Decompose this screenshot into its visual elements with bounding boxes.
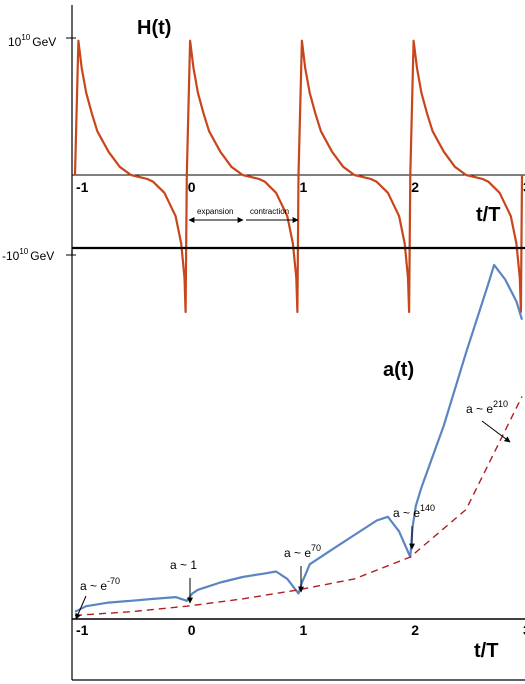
expansion-label: expansion xyxy=(197,207,233,216)
scale-factor-trend-line xyxy=(74,396,523,617)
scale-annotation: a ~ e210 xyxy=(466,399,511,443)
top-x-tick-label: 0 xyxy=(188,179,196,195)
bottom-x-axis-label: t/T xyxy=(474,640,498,662)
top-x-tick-labels: -1 0 1 2 3 xyxy=(76,179,525,195)
top-series-group xyxy=(73,39,524,314)
bottom-x-tick-label: 1 xyxy=(300,622,308,638)
top-x-axis-label: t/T xyxy=(476,204,500,226)
scale-annotation: a ~ e-70 xyxy=(75,576,120,620)
phase-annotation: expansion contraction xyxy=(188,207,299,223)
bottom-x-tick-labels: -1 0 1 2 3 xyxy=(76,622,525,638)
top-y-tick-label-lower: -1010 GeV xyxy=(2,247,54,263)
top-x-tick-label: 1 xyxy=(300,179,308,195)
scale-annotation-label: a ~ 1 xyxy=(170,558,197,572)
top-chart-title: H(t) xyxy=(137,17,171,39)
scale-annotation: a ~ 1 xyxy=(170,558,197,604)
bottom-chart-title: a(t) xyxy=(383,359,414,381)
bottom-x-tick-label: -1 xyxy=(76,622,89,638)
top-x-tick-label: 3 xyxy=(523,179,525,195)
top-x-tick-label: -1 xyxy=(76,179,89,195)
scale-annotation-arrow xyxy=(75,595,87,620)
bottom-annotations: a ~ e-70 a ~ 1 a ~ e70 a ~ e140 a ~ e210 xyxy=(75,399,511,620)
bottom-x-tick-label: 0 xyxy=(188,622,196,638)
scale-annotation-label: a ~ e-70 xyxy=(80,576,120,593)
scale-annotation-label: a ~ e70 xyxy=(284,543,321,560)
top-y-tick-label-upper: 1010 GeV xyxy=(8,33,56,49)
scale-annotation: a ~ e140 xyxy=(393,503,435,550)
bottom-x-tick-label: 2 xyxy=(411,622,419,638)
scale-factor-series-line xyxy=(74,263,524,613)
hubble-rate-series-line xyxy=(73,39,524,314)
scale-annotation-arrow xyxy=(481,420,511,443)
scale-annotation-label: a ~ e210 xyxy=(466,399,508,416)
top-x-tick-label: 2 xyxy=(411,179,419,195)
scale-annotation: a ~ e70 xyxy=(284,543,321,593)
scale-annotation-label: a ~ e140 xyxy=(393,503,435,520)
bottom-series-group xyxy=(74,263,524,617)
bottom-x-tick-label: 3 xyxy=(523,622,525,638)
contraction-label: contraction xyxy=(250,207,289,216)
